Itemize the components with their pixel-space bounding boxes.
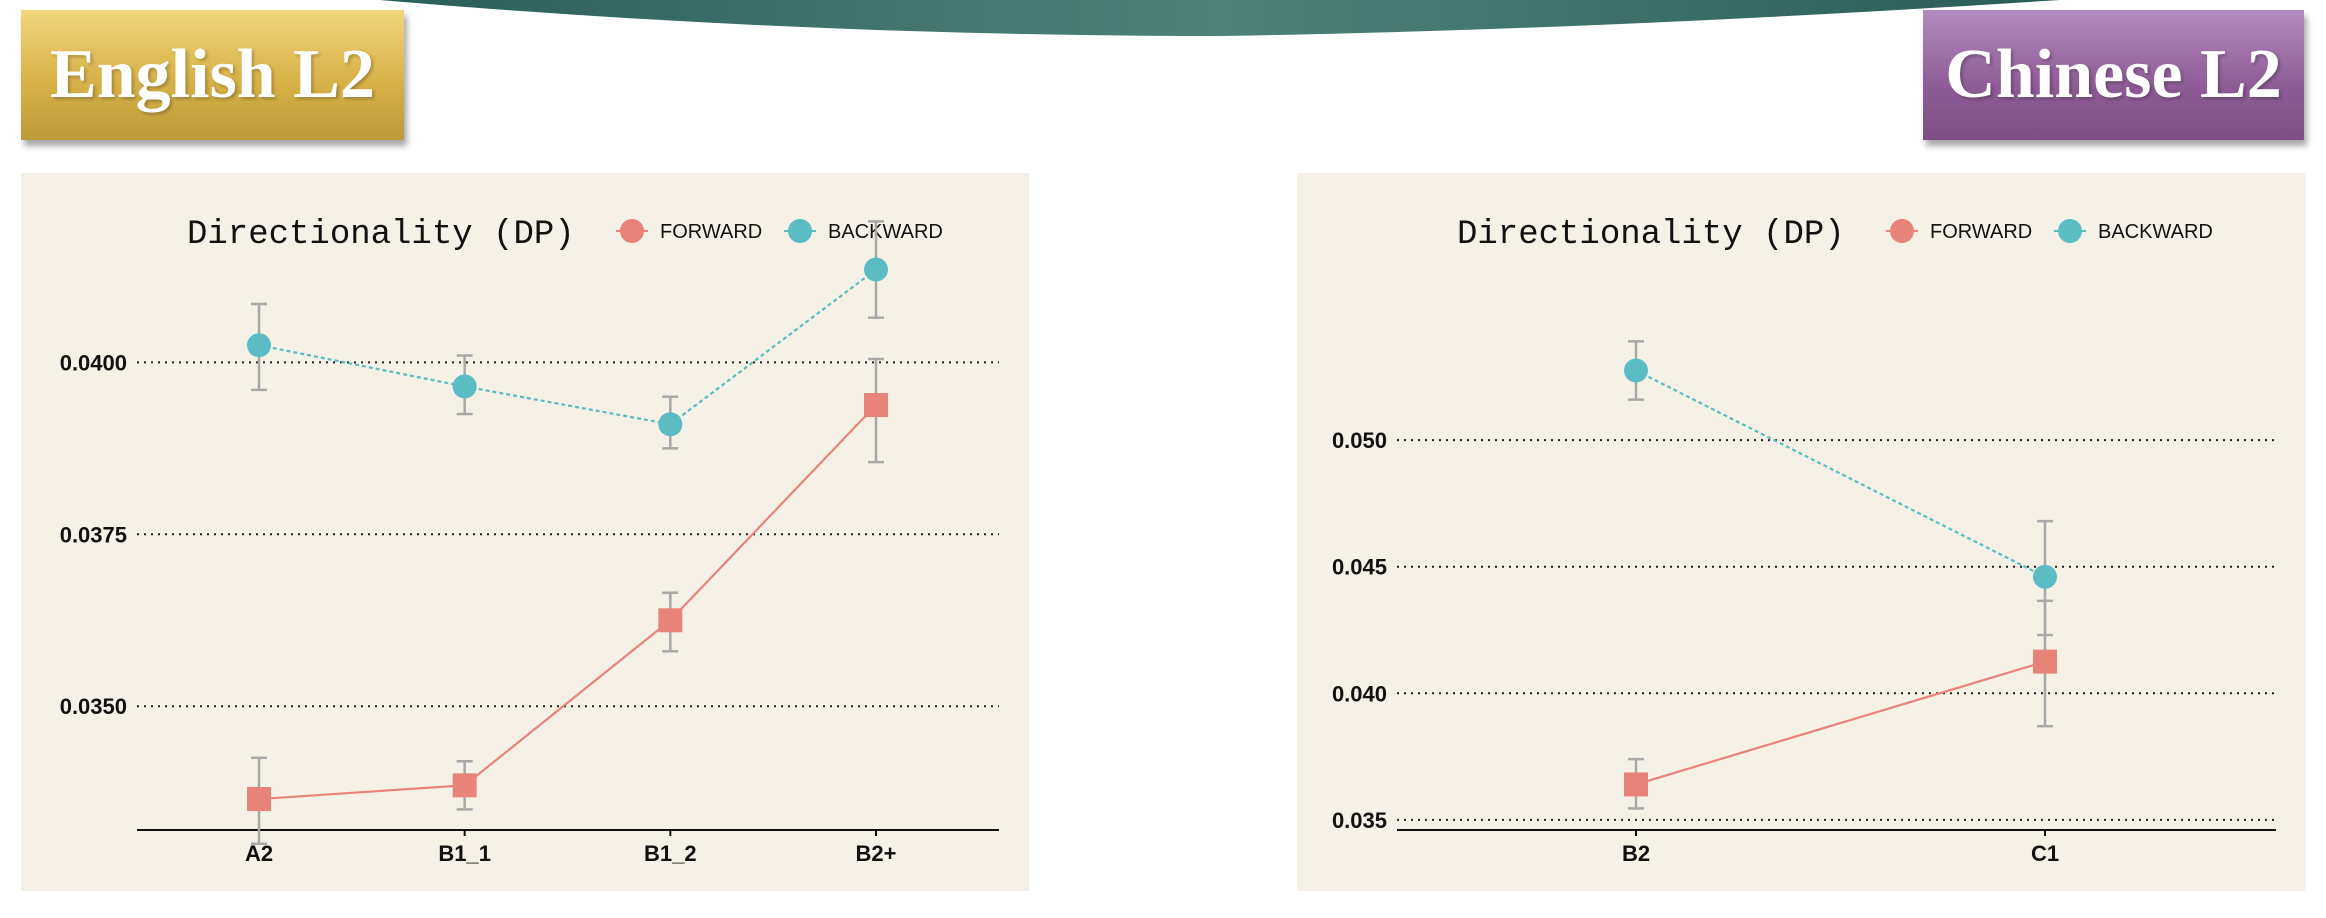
series-line-forward [1635,660,2046,786]
chinese-l2-heading: Chinese L2 [1923,10,2304,140]
x-tick-label: B2 [1622,841,1650,866]
data-point-backward [452,374,477,399]
y-tick-label: 0.050 [1332,428,1387,453]
series-line-backward [1635,369,2046,578]
y-tick-label: 0.045 [1332,555,1387,580]
english-l2-heading: English L2 [21,10,404,140]
legend-key-marker-0 [620,219,644,243]
y-tick-label: 0.040 [1332,681,1387,706]
x-tick-label: B1_1 [438,841,491,866]
y-tick-label: 0.0400 [60,350,127,375]
legend-key-marker-1 [2058,219,2082,243]
data-point-backward [2033,564,2057,589]
x-tick-label: A2 [245,841,273,866]
y-tick-label: 0.035 [1332,808,1387,833]
legend-label-0: FORWARD [1930,221,2032,243]
data-point-forward [452,773,477,798]
y-tick-label: 0.0350 [60,694,127,719]
y-tick-label: 0.0375 [60,522,127,547]
header-banner [380,0,2060,36]
english-directionality-chart: Directionality (DP) FORWARD BACKWARD 0.0400… [60,216,999,866]
data-point-backward [864,257,888,282]
legend-label-0: FORWARD [660,221,762,243]
data-point-forward [658,608,683,633]
data-point-forward [1624,772,1648,797]
series-line-backward [258,268,877,426]
x-tick-label: B1_2 [644,841,697,866]
english-chart-panel: Directionality (DP) FORWARD BACKWARD 0.0400… [21,173,1029,891]
data-point-forward [864,393,888,418]
x-tick-label: C1 [2031,841,2059,866]
data-point-backward [247,333,271,358]
data-point-forward [247,787,271,812]
chinese-chart-panel: Directionality (DP) FORWARD BACKWARD 0.050 0… [1297,173,2306,891]
legend-label-1: BACKWARD [2098,221,2213,243]
data-point-backward [658,412,683,437]
chart-title: Directionality (DP) [187,216,575,254]
data-point-forward [2033,649,2057,674]
legend-key-marker-1 [788,219,812,243]
chart-title: Directionality (DP) [1457,216,1845,254]
chinese-directionality-chart: Directionality (DP) FORWARD BACKWARD 0.050 0… [1332,216,2276,866]
series-line-forward [258,404,877,801]
x-tick-label: B2+ [856,841,897,866]
data-point-backward [1624,358,1648,383]
legend-label-1: BACKWARD [828,221,943,243]
legend-key-marker-0 [1890,219,1914,243]
